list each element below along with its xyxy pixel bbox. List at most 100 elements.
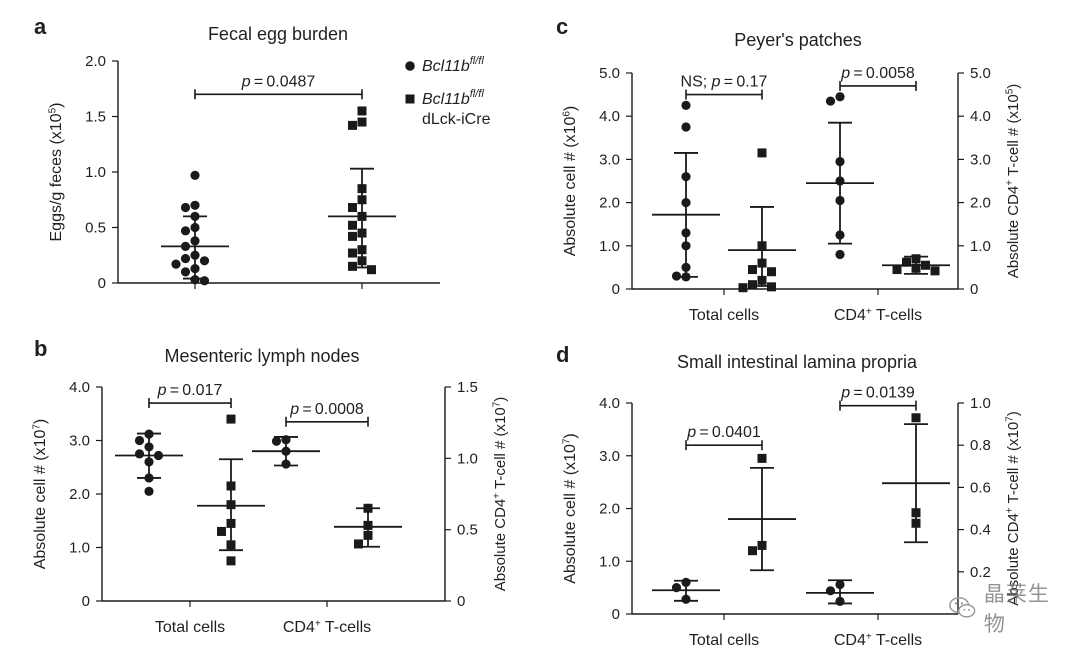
panel-a-y-axis-label: Eggs/g feces (x105) bbox=[48, 103, 66, 242]
panel-d-y2-tick-label: 0.8 bbox=[970, 437, 991, 454]
data-point-square bbox=[748, 546, 757, 556]
data-point-circle bbox=[825, 96, 836, 106]
panel-d-y2-tick-label: 1.0 bbox=[970, 395, 991, 412]
data-point-circle bbox=[190, 170, 200, 180]
legend-entry-2: Bcl11bfl/fl bbox=[422, 88, 484, 108]
data-point-circle bbox=[171, 259, 181, 269]
panel-label-c: c bbox=[556, 14, 568, 39]
legend-entry-1-sup: fl/fl bbox=[470, 55, 485, 67]
data-point-circle bbox=[825, 586, 836, 596]
panel-b-x-category-label: CD4+ T-cells bbox=[283, 619, 371, 637]
p-value-label: NS; p = 0.17 bbox=[681, 74, 768, 91]
panel-b-y2-axis-label: Absolute CD4+ T-cell # (x107) bbox=[492, 397, 510, 592]
panel-d-y-tick-label: 1.0 bbox=[599, 553, 620, 570]
data-point-square bbox=[367, 265, 376, 275]
panel-c-plot: 0 1.0 2.0 3.0 4.0 5.0 0 1.0 2.0 3.0 4.0 5.0 Absolute… bbox=[562, 65, 1023, 324]
panel-d-y2-axis-label: Absolute CD4+ T-cell # (x107) bbox=[1005, 411, 1023, 606]
panel-c-title: Peyer's patches bbox=[734, 30, 862, 50]
panel-b-y-axis-label: Absolute cell # (x107) bbox=[32, 419, 50, 570]
panel-b-y2-tick-label: 1.5 bbox=[457, 379, 478, 396]
legend-entry-1-gene: Bcl11b bbox=[422, 58, 470, 75]
panel-c-group-circle bbox=[806, 92, 874, 260]
panel-c-y-axis-label: Absolute cell # (x106) bbox=[562, 106, 580, 257]
data-point-square bbox=[348, 248, 357, 258]
data-point-circle bbox=[271, 436, 282, 446]
panel-d-group-square bbox=[882, 413, 950, 544]
panel-c-y2-tick-label: 5.0 bbox=[970, 65, 991, 82]
panel-a-y-tick-label: 0.5 bbox=[85, 220, 106, 237]
p-value-label: p = 0.0008 bbox=[289, 401, 364, 418]
data-point-circle bbox=[180, 267, 191, 277]
panel-c-y-tick-label: 4.0 bbox=[599, 108, 620, 125]
panel-a-title: Fecal egg burden bbox=[208, 24, 348, 44]
panel-c-y-tick-label: 2.0 bbox=[599, 195, 620, 212]
data-point-square bbox=[357, 117, 367, 127]
data-point-square bbox=[767, 267, 776, 277]
data-point-circle bbox=[190, 275, 200, 285]
data-point-square bbox=[348, 231, 357, 241]
data-point-circle bbox=[835, 249, 845, 260]
data-point-square bbox=[348, 261, 357, 271]
panel-d-group-circle bbox=[652, 577, 720, 604]
panel-c-y2-axis-label: Absolute CD4+ T-cell # (x105) bbox=[1005, 84, 1023, 279]
panel-b-y-tick-label: 3.0 bbox=[69, 433, 90, 450]
panel-a-y-tick-label: 1.5 bbox=[85, 109, 106, 126]
data-point-circle bbox=[190, 200, 200, 210]
data-point-square bbox=[748, 265, 757, 275]
panel-b-group-square bbox=[197, 414, 265, 566]
data-point-square bbox=[757, 453, 767, 463]
data-point-circle bbox=[144, 486, 154, 496]
panel-b-group-square bbox=[334, 503, 402, 549]
data-point-square bbox=[354, 539, 363, 549]
data-point-square bbox=[930, 266, 940, 276]
data-point-circle bbox=[180, 202, 191, 213]
significance-bracket: p = 0.0401 bbox=[685, 424, 763, 451]
data-point-circle bbox=[681, 122, 691, 132]
legend-entry-2-line2: dLck-iCre bbox=[422, 111, 491, 128]
panel-a-plot: 0 0.5 1.0 1.5 2.0 Eggs/g feces (x105) p = 0.04… bbox=[48, 53, 440, 292]
panel-c-group-square bbox=[728, 148, 796, 293]
legend-square-marker bbox=[405, 94, 415, 104]
panel-d-x-category-label: CD4+ T-cells bbox=[834, 632, 922, 650]
panel-b-y-tick-label: 2.0 bbox=[69, 486, 90, 503]
panel-c-y-tick-label: 3.0 bbox=[599, 151, 620, 168]
data-point-square bbox=[226, 414, 236, 424]
panel-b-group-circle bbox=[115, 429, 183, 496]
data-point-circle bbox=[180, 253, 191, 264]
legend-circle-marker bbox=[405, 61, 415, 71]
panel-a-y-tick-label: 2.0 bbox=[85, 53, 106, 70]
significance-bracket: p = 0.0139 bbox=[839, 385, 917, 411]
panel-d-y-axis-label: Absolute cell # (x107) bbox=[562, 433, 580, 584]
panel-b-plot: 0 1.0 2.0 3.0 4.0 0 0.5 1.0 1.5 Absolute CD4+ T-c… bbox=[32, 379, 510, 636]
panel-label-a: a bbox=[34, 14, 47, 39]
significance-bracket: p = 0.0008 bbox=[285, 401, 369, 427]
significance-bracket: NS; p = 0.17 bbox=[681, 74, 768, 100]
panel-label-d: d bbox=[556, 342, 569, 367]
data-point-circle bbox=[180, 226, 191, 236]
panel-c-y-tick-label: 0 bbox=[612, 281, 620, 298]
panel-d-y-tick-label: 3.0 bbox=[599, 448, 620, 465]
data-point-square bbox=[348, 120, 357, 130]
panel-c-group-circle bbox=[652, 100, 720, 282]
data-point-square bbox=[348, 203, 357, 213]
data-point-square bbox=[902, 257, 911, 267]
panel-d-y2-tick-label: 0.6 bbox=[970, 479, 991, 496]
panel-d-y2-tick-label: 0.2 bbox=[970, 564, 991, 581]
panel-c-y-tick-label: 5.0 bbox=[599, 65, 620, 82]
panel-d-title: Small intestinal lamina propria bbox=[677, 352, 918, 372]
panel-c-y-tick-label: 1.0 bbox=[599, 238, 620, 255]
significance-bracket: p = 0.017 bbox=[148, 382, 232, 409]
data-point-square bbox=[911, 413, 921, 423]
panel-b-y2-tick-label: 1.0 bbox=[457, 450, 478, 467]
p-value-label: p = 0.0058 bbox=[840, 65, 915, 82]
panel-c-x-category-label: Total cells bbox=[689, 307, 759, 324]
panel-b-y2-tick-label: 0.5 bbox=[457, 522, 478, 539]
panel-d-y2-tick-label: 0.4 bbox=[970, 522, 991, 539]
panel-b-y-tick-label: 0 bbox=[82, 593, 90, 610]
panel-d-y-tick-label: 4.0 bbox=[599, 395, 620, 412]
panel-c-y2-tick-label: 4.0 bbox=[970, 108, 991, 125]
data-point-square bbox=[757, 148, 767, 158]
data-point-square bbox=[226, 556, 236, 566]
panel-a-group-square bbox=[328, 106, 396, 275]
